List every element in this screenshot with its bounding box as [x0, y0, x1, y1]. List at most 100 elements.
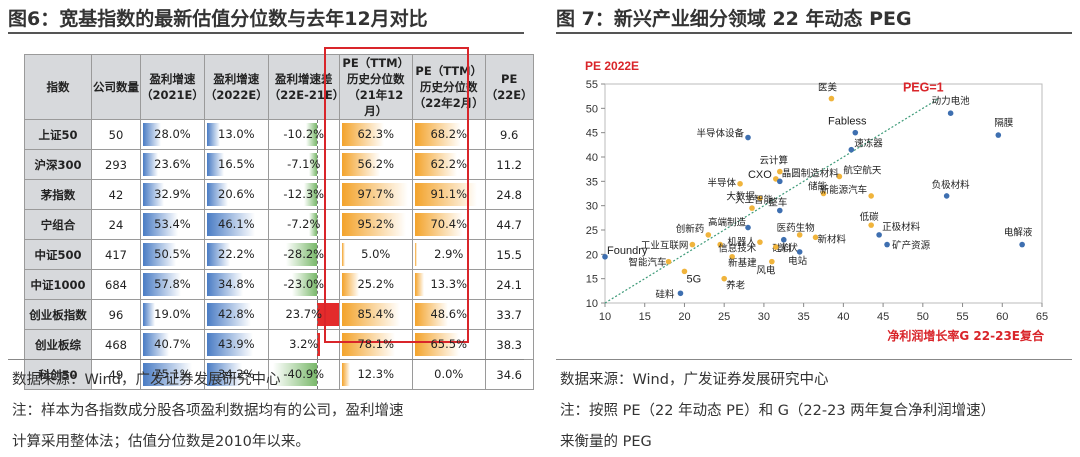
- point-label: 负极材料: [932, 179, 971, 191]
- point-label: 航空航天: [843, 164, 882, 176]
- pe-2022e-cell: 34.6: [484, 359, 534, 390]
- pe-pct-feb22-cell: 70.4%: [411, 209, 486, 240]
- cell-value: 19.0%: [154, 307, 191, 321]
- table-body: 上证50 50 28.0% 13.0% -10.2% 62.3% 68.2% 9.6 沪深300…: [24, 119, 534, 390]
- growth-diff-inner: -23.0%: [269, 270, 339, 299]
- growth-diff-cell: -40.9%: [267, 359, 340, 390]
- growth-2022-cell-inner: 43.9%: [205, 330, 268, 359]
- diff-axis: [316, 300, 318, 329]
- data-point: [995, 132, 1002, 138]
- cell-value: 20.6%: [218, 187, 255, 201]
- data-point: [868, 193, 874, 199]
- growth-2021-cell: 40.7%: [140, 329, 205, 360]
- pe-pct-feb22-cell: 65.5%: [411, 329, 486, 360]
- data-point: [745, 134, 751, 141]
- table-row: 科创50 49 75.1% 34.2% -40.9% 12.3% 0.0% 34.6: [24, 359, 534, 390]
- point-label: 风电: [756, 265, 776, 277]
- growth-2022-cell: 43.9%: [203, 329, 269, 360]
- pe-pct-feb22-cell-inner: 91.1%: [413, 180, 485, 209]
- data-bar: [414, 243, 417, 266]
- right-title-rule: [556, 32, 1072, 34]
- cell-value: 75.1%: [154, 367, 191, 381]
- growth-diff-inner: -7.2%: [269, 210, 339, 239]
- data-point: [677, 290, 684, 297]
- diff-axis: [316, 270, 318, 299]
- data-point: [868, 222, 874, 228]
- growth-2022-cell: 34.2%: [203, 359, 269, 390]
- diff-axis: [316, 180, 318, 209]
- point-label: 高端制造: [708, 217, 747, 229]
- cell-value: 25.2%: [357, 277, 395, 291]
- growth-2022-cell-inner: 22.2%: [205, 240, 268, 269]
- diff-bar: [316, 333, 321, 356]
- growth-2021-cell: 23.6%: [140, 149, 205, 180]
- table-row: 中证500 417 50.5% 22.2% -28.2% 5.0% 2.9% 15.5: [24, 239, 534, 270]
- data-point: [947, 110, 954, 116]
- point-label: 隔膜: [994, 118, 1014, 129]
- data-bar: [143, 183, 165, 206]
- data-point: [876, 232, 882, 238]
- growth-diff-inner: -10.2%: [269, 120, 339, 149]
- pe-2022e-cell: 9.6: [484, 119, 534, 150]
- data-bar: [341, 243, 346, 266]
- point-label: 新基建: [728, 257, 757, 269]
- pe-pct-feb22-cell-inner: 65.5%: [413, 330, 485, 359]
- pe-pct-feb22-cell: 2.9%: [411, 239, 486, 270]
- cell-value: 34.2%: [218, 367, 255, 381]
- header-cell: PE （22E）: [484, 54, 534, 120]
- company-count-cell: 293: [91, 149, 141, 180]
- growth-2022-cell: 42.8%: [203, 299, 269, 330]
- diff-bar: [309, 213, 317, 236]
- growth-2021-cell: 19.0%: [140, 299, 205, 330]
- cell-value: 13.0%: [218, 127, 255, 141]
- pe-pct-dec21-cell: 12.3%: [338, 359, 413, 390]
- header-cell: 盈利增速 （2022E）: [203, 54, 269, 120]
- point-label: 动力电池: [932, 95, 971, 107]
- x-tick-label: 65: [1036, 311, 1048, 323]
- data-point: [705, 232, 712, 238]
- table-row: 中证1000 684 57.8% 34.8% -23.0% 25.2% 13.3% 24.1: [24, 269, 534, 300]
- data-bar: [206, 333, 253, 356]
- cell-value: -23.0%: [283, 277, 325, 291]
- data-bar: [341, 123, 385, 146]
- header-cell: PE（TTM） 历史分位数 （21年12月）: [338, 54, 413, 120]
- point-label: 云计算: [760, 155, 789, 167]
- diff-axis: [316, 210, 318, 239]
- point-label: 人工智能: [735, 194, 774, 206]
- table-row: 创业板指数 96 19.0% 42.8% 23.7% 85.4% 48.6% 33.7: [24, 299, 534, 330]
- left-note-1: 注：样本为各指数成分股各项盈利数据均有的公司，盈利增速: [12, 403, 404, 419]
- data-point: [848, 146, 855, 153]
- peg-one-line: [604, 98, 940, 304]
- growth-2021-cell-inner: 32.9%: [141, 180, 204, 209]
- diff-axis: [316, 150, 318, 179]
- growth-2021-cell: 75.1%: [140, 359, 205, 390]
- pe-2022e-cell: 33.7: [484, 299, 534, 330]
- index-name-cell: 上证50: [24, 119, 92, 150]
- cell-value: -10.2%: [283, 127, 325, 141]
- data-bar: [414, 303, 448, 326]
- y-tick-label: 30: [586, 201, 598, 213]
- growth-2022-cell: 34.8%: [203, 269, 269, 300]
- cell-value: 70.4%: [430, 217, 468, 231]
- y-tick-label: 35: [586, 176, 598, 188]
- data-point: [828, 95, 835, 102]
- cell-value: 13.3%: [430, 277, 468, 291]
- point-label: 养老: [726, 280, 746, 292]
- data-point: [745, 224, 751, 231]
- cell-value: 53.4%: [154, 217, 191, 231]
- point-label: 创新药: [676, 223, 705, 235]
- data-point: [737, 180, 743, 187]
- growth-diff-cell: 23.7%: [267, 299, 340, 330]
- point-label: Foundry: [607, 245, 648, 257]
- point-label: 硅料: [655, 288, 675, 300]
- growth-2021-cell-inner: 53.4%: [141, 210, 204, 239]
- data-point: [777, 207, 783, 214]
- x-axis-label: 净利润增长率G 22-23E复合: [887, 328, 1045, 343]
- cell-value: 32.9%: [154, 187, 191, 201]
- cell-value: 3.2%: [289, 337, 319, 351]
- pe-pct-dec21-cell: 97.7%: [338, 179, 413, 210]
- pe-pct-dec21-cell-inner: 85.4%: [340, 300, 412, 329]
- point-label: 新材料: [818, 233, 847, 245]
- pe-pct-feb22-cell-inner: 68.2%: [413, 120, 485, 149]
- right-note-2: 来衡量的 PEG: [560, 434, 652, 450]
